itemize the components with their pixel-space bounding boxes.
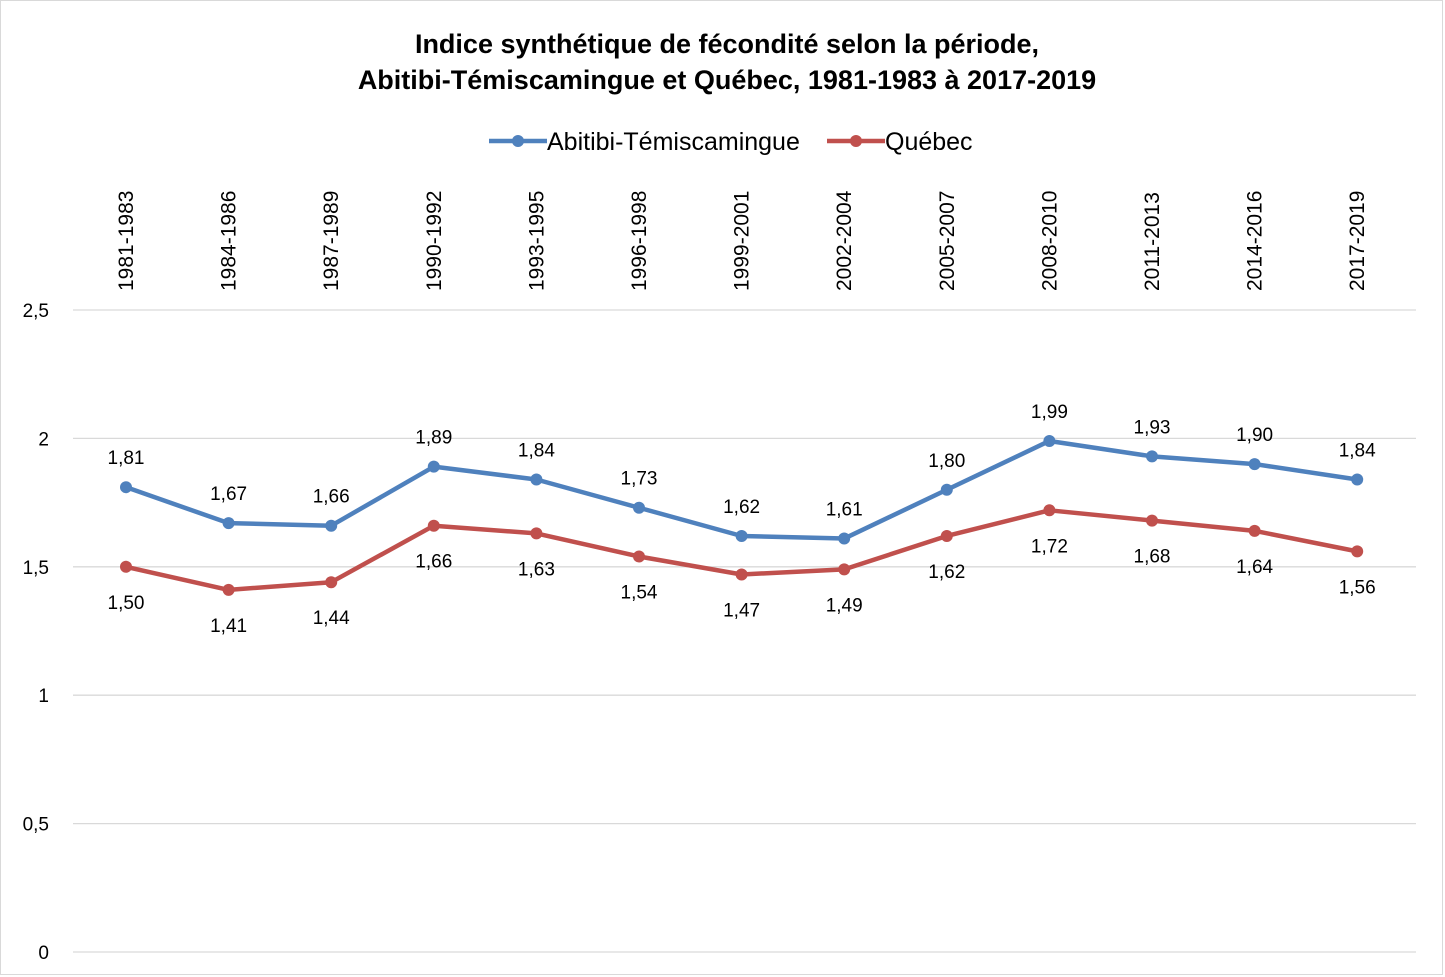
y-tick-label: 2 [38, 429, 49, 450]
data-point [1043, 434, 1056, 447]
data-label: 1,73 [621, 469, 658, 490]
legend-label: Abitibi-Témiscamingue [547, 128, 800, 156]
data-point [633, 550, 645, 563]
x-tick-label: 1993-1995 [525, 191, 548, 291]
data-label: 1,66 [415, 552, 452, 573]
legend-item: Abitibi-Témiscamingue [489, 128, 800, 156]
data-label: 1,84 [1339, 440, 1376, 461]
x-tick-label: 1999-2001 [731, 191, 754, 291]
data-point [735, 529, 748, 542]
data-labels: 1,81 1,67 1,66 1,89 1,84 1,73 1,62 1,61 1,80 1,99… [108, 402, 1377, 637]
data-label: 1,62 [723, 497, 760, 518]
data-label: 1,63 [518, 559, 555, 580]
data-label: 1,68 [1134, 547, 1171, 568]
data-point [1043, 504, 1056, 517]
data-label: 1,89 [415, 428, 452, 449]
data-point [530, 527, 543, 540]
data-label: 1,47 [723, 601, 760, 622]
data-label: 1,49 [826, 595, 863, 616]
x-axis-tick-labels: 1981-1983 1984-1986 1987-1989 1990-1992 1993… [115, 190, 1369, 291]
data-point [427, 519, 440, 532]
legend-swatch-marker [850, 135, 862, 147]
data-point [838, 563, 851, 576]
data-point [427, 460, 440, 473]
x-tick-label: 2014-2016 [1244, 191, 1267, 291]
data-point [325, 576, 338, 589]
y-tick-label: 0 [38, 943, 49, 964]
x-tick-label: 1990-1992 [423, 191, 446, 291]
y-tick-label: 0,5 [23, 815, 49, 836]
data-label: 1,80 [928, 451, 965, 472]
data-label: 1,56 [1339, 577, 1376, 598]
data-point [940, 483, 953, 496]
data-point [222, 517, 235, 530]
legend-label: Québec [885, 128, 973, 156]
data-label: 1,41 [210, 616, 247, 637]
y-axis-tick-labels: 0 0,5 1 1,5 2 2,5 [23, 301, 49, 964]
data-label: 1,99 [1031, 402, 1068, 423]
data-point [1351, 473, 1364, 486]
data-label: 1,44 [313, 608, 350, 629]
x-tick-label: 1996-1998 [628, 191, 651, 291]
data-label: 1,50 [108, 593, 145, 614]
series-0 [120, 434, 1364, 545]
data-point [633, 501, 645, 514]
data-point [1351, 545, 1364, 558]
x-tick-label: 2017-2019 [1346, 191, 1369, 291]
data-label: 1,90 [1236, 425, 1273, 446]
data-point [120, 560, 132, 573]
x-tick-label: 2011-2013 [1141, 192, 1164, 291]
x-tick-label: 2008-2010 [1038, 191, 1061, 291]
y-tick-label: 1 [38, 686, 49, 707]
chart-title: Indice synthétique de fécondité selon la… [358, 29, 1096, 95]
data-point [530, 473, 543, 486]
data-point [325, 519, 338, 532]
data-point [120, 481, 132, 494]
data-label: 1,67 [210, 484, 247, 505]
gridlines [73, 309, 1416, 953]
data-point [940, 529, 953, 542]
data-label: 1,66 [313, 487, 350, 508]
data-point [222, 583, 235, 596]
x-tick-label: 2005-2007 [936, 191, 959, 291]
data-label: 1,93 [1134, 417, 1171, 438]
data-point [1248, 524, 1261, 537]
data-label: 1,62 [928, 562, 965, 583]
data-label: 1,64 [1236, 557, 1273, 578]
title-line: Indice synthétique de fécondité selon la… [415, 29, 1039, 59]
legend-swatch-marker [512, 135, 524, 147]
x-tick-label: 2002-2004 [833, 190, 856, 291]
x-tick-label: 1981-1983 [115, 191, 138, 291]
series-1 [120, 504, 1364, 596]
x-tick-label: 1984-1986 [218, 191, 241, 291]
data-point [838, 532, 851, 545]
data-point [1146, 514, 1158, 527]
series-group [120, 434, 1364, 596]
title-line: Abitibi-Témiscamingue et Québec, 1981-19… [358, 65, 1096, 95]
y-tick-label: 1,5 [23, 558, 49, 579]
legend-item: Québec [827, 128, 973, 156]
data-label: 1,72 [1031, 536, 1068, 557]
x-tick-label: 1987-1989 [320, 191, 343, 291]
data-label: 1,61 [826, 500, 863, 521]
data-label: 1,84 [518, 440, 555, 461]
data-label: 1,81 [108, 448, 145, 469]
data-label: 1,54 [621, 583, 658, 604]
data-point [1248, 458, 1261, 471]
data-point [735, 568, 748, 581]
y-tick-label: 2,5 [23, 301, 49, 322]
legend: Abitibi-Témiscamingue Québec [489, 128, 973, 156]
data-point [1146, 450, 1158, 463]
